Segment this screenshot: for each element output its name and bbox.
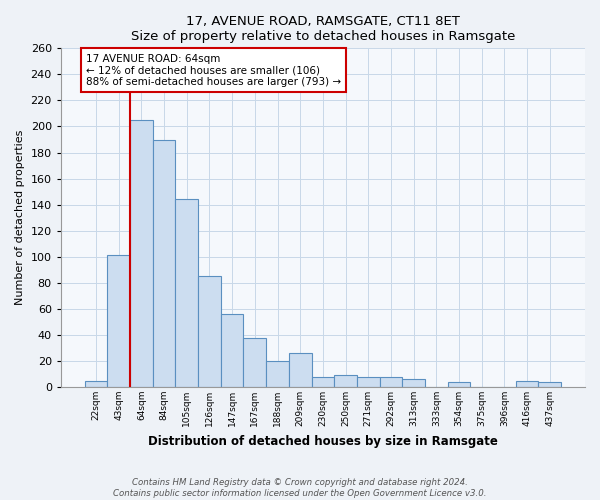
Bar (448, 382, 470, 387)
Bar (130, 120, 153, 387)
Bar (289, 353, 311, 387)
Bar (153, 140, 175, 387)
Bar (380, 376, 403, 387)
Title: 17, AVENUE ROAD, RAMSGATE, CT11 8ET
Size of property relative to detached houses: 17, AVENUE ROAD, RAMSGATE, CT11 8ET Size… (131, 15, 515, 43)
Bar (175, 200, 198, 387)
Bar (516, 380, 538, 387)
Text: Contains HM Land Registry data © Crown copyright and database right 2024.
Contai: Contains HM Land Registry data © Crown c… (113, 478, 487, 498)
X-axis label: Distribution of detached houses by size in Ramsgate: Distribution of detached houses by size … (148, 434, 498, 448)
Bar (198, 276, 221, 387)
Bar (107, 256, 130, 387)
Text: 17 AVENUE ROAD: 64sqm
← 12% of detached houses are smaller (106)
88% of semi-det: 17 AVENUE ROAD: 64sqm ← 12% of detached … (86, 54, 341, 86)
Bar (334, 376, 357, 387)
Bar (221, 314, 244, 387)
Y-axis label: Number of detached properties: Number of detached properties (15, 130, 25, 306)
Bar (85, 380, 107, 387)
Bar (266, 361, 289, 387)
Bar (311, 376, 334, 387)
Bar (244, 338, 266, 387)
Bar (357, 376, 380, 387)
Bar (538, 382, 561, 387)
Bar (403, 379, 425, 387)
